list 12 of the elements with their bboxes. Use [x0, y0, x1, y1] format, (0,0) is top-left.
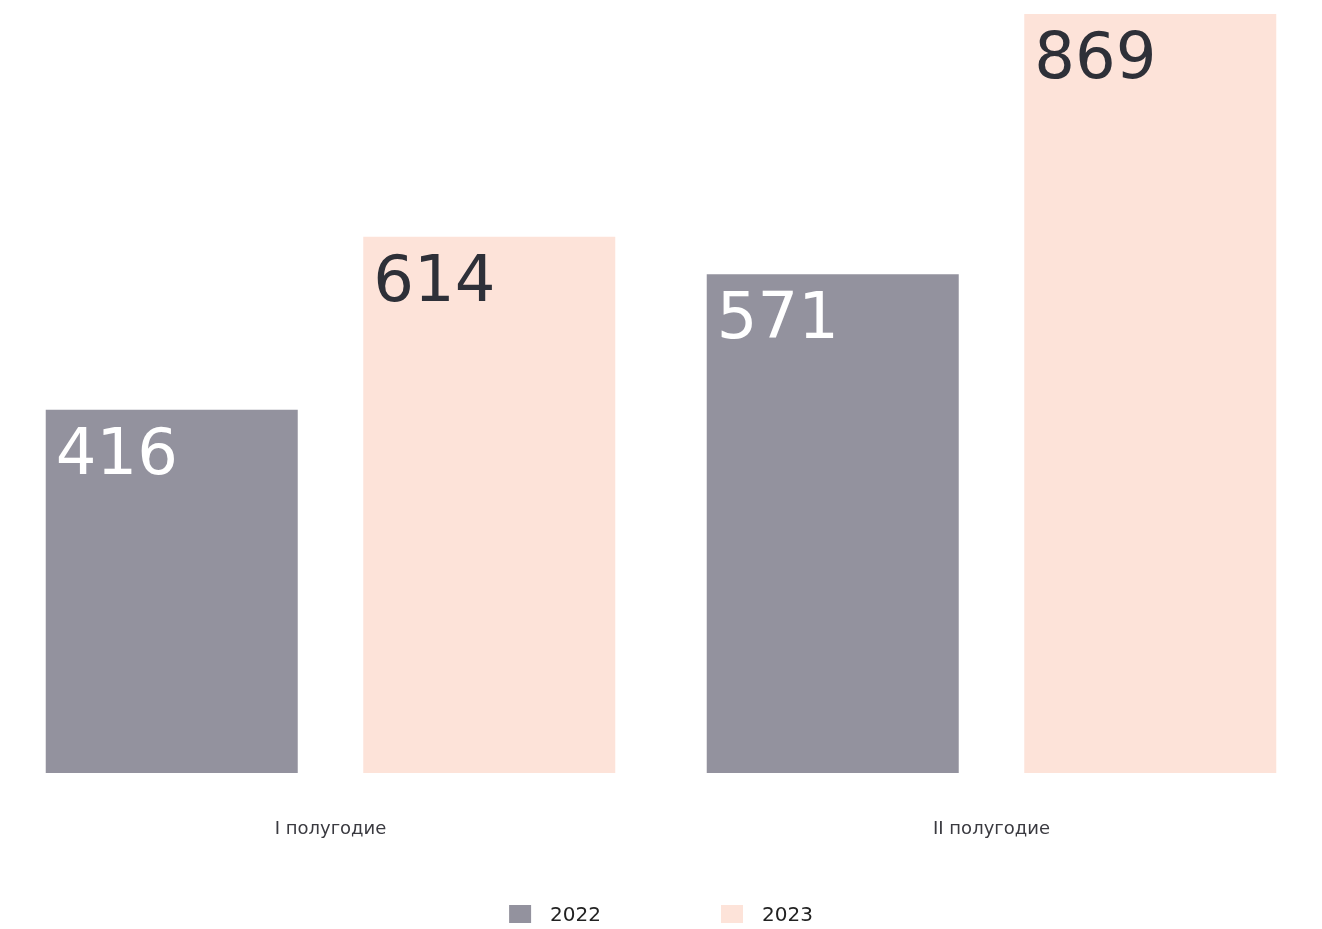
legend-label: 2022	[550, 902, 602, 926]
x-tick-label: II полугодие	[933, 816, 1050, 838]
x-tick-label: I полугодие	[274, 816, 387, 838]
bar	[706, 274, 959, 773]
data-label: 869	[1034, 19, 1157, 93]
data-label: 614	[373, 241, 496, 316]
bar	[363, 236, 616, 773]
bar	[1024, 14, 1277, 773]
data-label: 571	[716, 279, 839, 354]
legend-label: 2023	[762, 902, 813, 926]
bar	[45, 409, 298, 773]
data-label: 416	[55, 414, 178, 489]
